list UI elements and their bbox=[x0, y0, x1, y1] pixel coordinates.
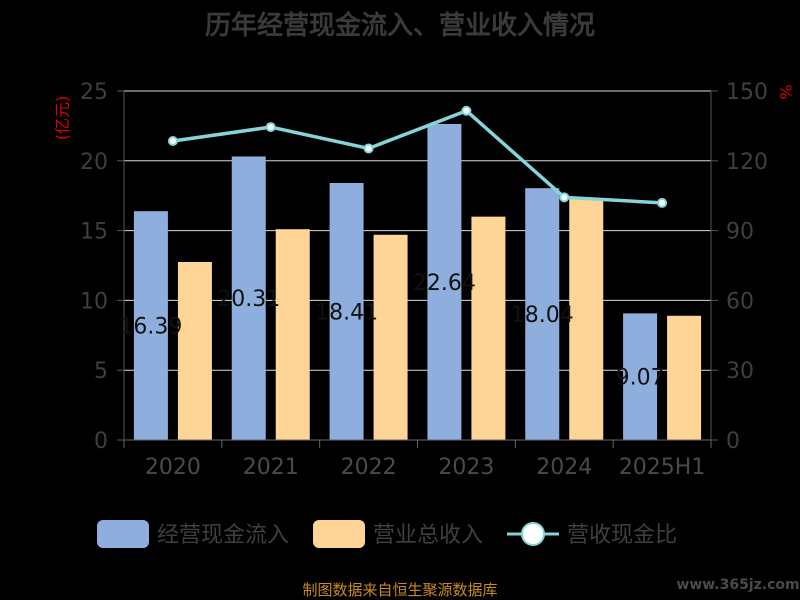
left-tick-label: 15 bbox=[80, 220, 108, 245]
legend-swatch bbox=[313, 520, 365, 548]
right-tick-label: 0 bbox=[726, 429, 740, 454]
source-note: 制图数据来自恒生聚源数据库 bbox=[302, 581, 497, 599]
cash-inflow-data-label: 18.04 bbox=[511, 303, 574, 328]
ratio-point bbox=[559, 192, 570, 203]
right-tick-label: 60 bbox=[726, 289, 754, 314]
right-tick-label: 120 bbox=[726, 150, 768, 175]
revenue-bar bbox=[569, 198, 604, 440]
right-tick-label: 30 bbox=[726, 359, 754, 384]
cash-inflow-bar bbox=[427, 123, 462, 440]
ratio-point bbox=[657, 197, 668, 208]
right-tick-label: 90 bbox=[726, 220, 754, 245]
gridlines bbox=[124, 90, 711, 371]
ratio-point bbox=[167, 136, 178, 147]
x-tick-label: 2021 bbox=[243, 455, 299, 480]
ratio-point bbox=[363, 143, 374, 154]
revenue-bar bbox=[667, 315, 702, 440]
x-tick-label: 2024 bbox=[536, 455, 592, 480]
right-tick-label: 150 bbox=[726, 80, 768, 105]
revenue-bar bbox=[471, 216, 506, 440]
cash-inflow-data-label: 18.41 bbox=[315, 300, 378, 325]
left-tick-label: 25 bbox=[80, 80, 108, 105]
cash-inflow-bar bbox=[329, 182, 364, 440]
data-labels: 16.39 20.31 18.41 22.64 18.04 9.07 bbox=[119, 271, 664, 391]
cash-inflow-data-label: 16.39 bbox=[119, 315, 182, 340]
x-tick-label: 2025H1 bbox=[619, 455, 706, 480]
legend-label: 营业总收入 bbox=[373, 523, 483, 548]
revenue-bar bbox=[177, 262, 212, 440]
cash-inflow-bar bbox=[231, 156, 266, 440]
legend-label: 营收现金比 bbox=[567, 523, 677, 548]
left-axis-unit: (亿元) bbox=[53, 96, 72, 141]
x-tick-label: 2023 bbox=[438, 455, 494, 480]
ratio-point bbox=[265, 122, 276, 133]
cash-inflow-bar bbox=[133, 211, 168, 440]
left-tick-label: 5 bbox=[94, 359, 108, 384]
x-tick-label: 2020 bbox=[145, 455, 201, 480]
ratio-line-path bbox=[172, 108, 663, 205]
cash-inflow-bar bbox=[623, 313, 658, 440]
chart-title: 历年经营现金流入、营业收入情况 bbox=[205, 10, 595, 41]
right-axis-unit: % bbox=[776, 84, 795, 99]
cash-inflow-data-label: 20.31 bbox=[217, 287, 280, 312]
legend-label: 经营现金流入 bbox=[157, 523, 289, 548]
revenue-bar bbox=[275, 229, 310, 440]
legend-swatch bbox=[97, 520, 149, 548]
left-tick-label: 10 bbox=[80, 289, 108, 314]
ratio-line bbox=[167, 105, 668, 208]
legend-marker bbox=[521, 522, 545, 546]
watermark: www.365jz.com bbox=[676, 577, 799, 593]
cash-inflow-data-label: 9.07 bbox=[616, 366, 665, 391]
axes: 0 5 10 15 20 25 0 30 60 90 120 150 2020 2021 2022 2023 2… bbox=[80, 80, 768, 480]
bars bbox=[133, 123, 702, 440]
ratio-point bbox=[461, 105, 472, 116]
x-tick-label: 2022 bbox=[341, 455, 397, 480]
legend: 经营现金流入 营业总收入 营收现金比 bbox=[97, 520, 677, 548]
left-tick-label: 0 bbox=[94, 429, 108, 454]
left-tick-label: 20 bbox=[80, 150, 108, 175]
cash-inflow-bar bbox=[525, 188, 560, 440]
cash-inflow-data-label: 22.64 bbox=[413, 271, 476, 296]
revenue-bar bbox=[373, 234, 408, 440]
